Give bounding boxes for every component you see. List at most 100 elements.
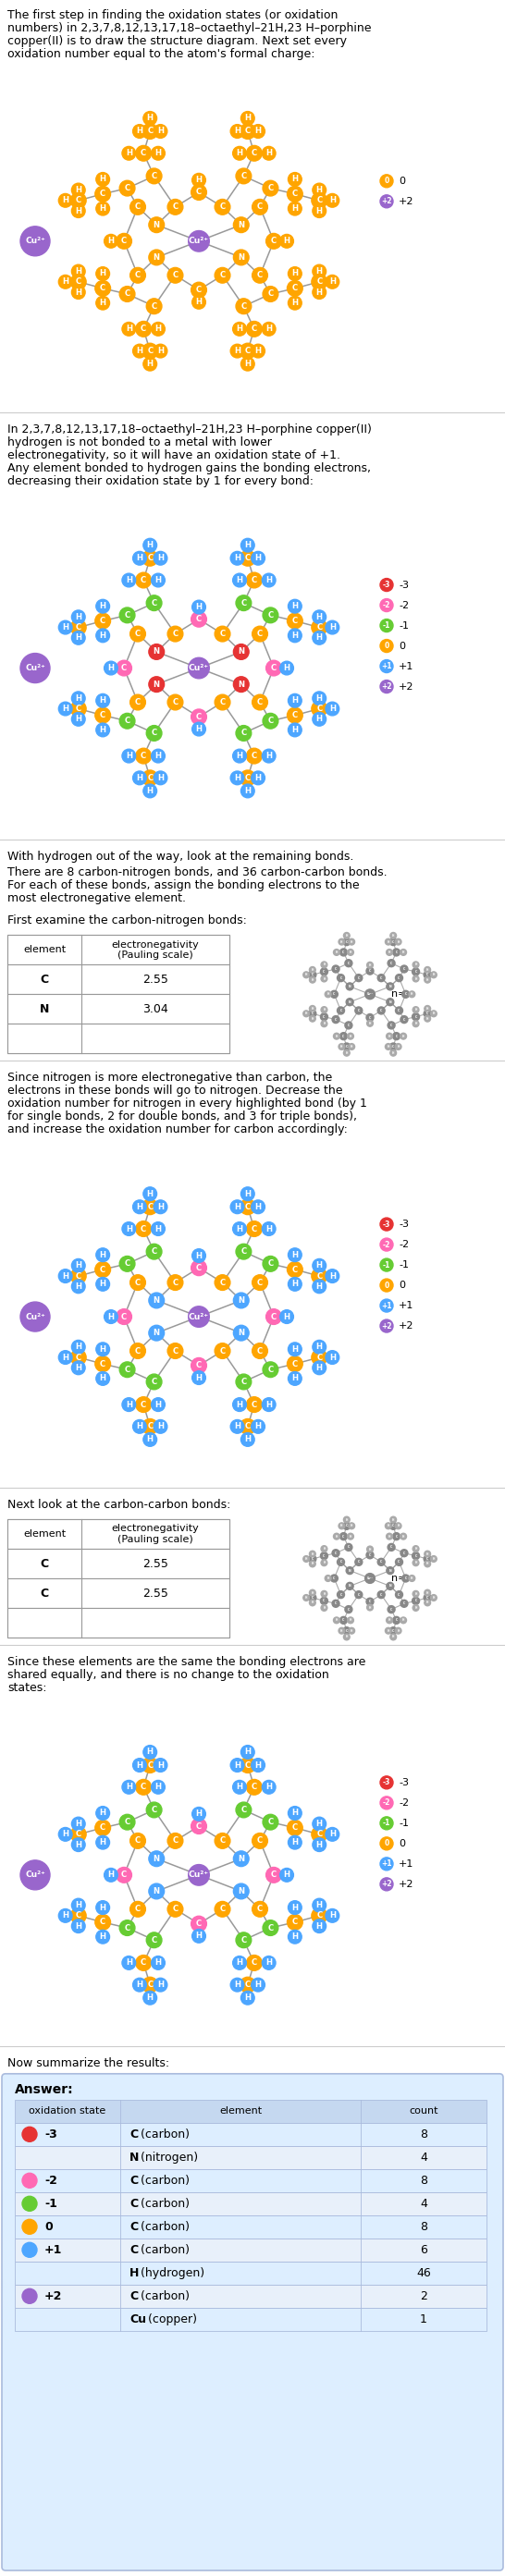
Circle shape bbox=[340, 1618, 347, 1623]
Bar bbox=[8, 935, 229, 963]
Text: C: C bbox=[220, 270, 225, 278]
Text: C: C bbox=[100, 1824, 106, 1832]
Text: C: C bbox=[347, 1546, 349, 1548]
Circle shape bbox=[95, 708, 111, 724]
Text: H: H bbox=[312, 1592, 314, 1595]
Circle shape bbox=[310, 1015, 316, 1023]
Text: H: H bbox=[350, 1525, 352, 1528]
Text: H: H bbox=[402, 1618, 405, 1623]
Circle shape bbox=[412, 969, 420, 976]
Text: (carbon): (carbon) bbox=[137, 2197, 189, 2210]
Text: (carbon): (carbon) bbox=[137, 2244, 189, 2257]
Text: H: H bbox=[75, 1283, 82, 1291]
Circle shape bbox=[72, 1919, 85, 1932]
Text: H: H bbox=[316, 206, 323, 214]
Circle shape bbox=[233, 216, 249, 232]
Circle shape bbox=[262, 750, 276, 762]
Circle shape bbox=[149, 677, 164, 693]
Text: H: H bbox=[387, 1046, 389, 1048]
Text: C: C bbox=[76, 1273, 81, 1280]
Text: C: C bbox=[196, 616, 201, 623]
Circle shape bbox=[236, 1373, 251, 1388]
Circle shape bbox=[424, 1595, 431, 1602]
Circle shape bbox=[152, 1399, 165, 1412]
Text: H: H bbox=[244, 786, 251, 796]
Text: C: C bbox=[369, 1600, 371, 1602]
Text: C: C bbox=[129, 2244, 138, 2257]
Text: H: H bbox=[266, 752, 272, 760]
Circle shape bbox=[120, 1814, 135, 1829]
Text: C: C bbox=[323, 1553, 325, 1558]
Text: C: C bbox=[124, 1819, 130, 1826]
Circle shape bbox=[321, 961, 327, 969]
Circle shape bbox=[246, 1396, 262, 1412]
Circle shape bbox=[133, 1419, 146, 1432]
Circle shape bbox=[367, 1605, 373, 1610]
Text: -1: -1 bbox=[44, 2197, 57, 2210]
Text: numbers) in 2,3,7,8,12,13,17,18–octaethyl–21H,23 H–porphine: numbers) in 2,3,7,8,12,13,17,18–octaethy… bbox=[8, 23, 371, 33]
Bar bbox=[8, 935, 229, 1054]
Text: H: H bbox=[99, 270, 106, 278]
Text: C: C bbox=[135, 629, 141, 639]
Text: C: C bbox=[292, 283, 298, 294]
Text: C: C bbox=[403, 1602, 405, 1605]
Text: N: N bbox=[238, 1888, 244, 1896]
Text: H: H bbox=[234, 1422, 240, 1430]
Text: C: C bbox=[380, 1010, 382, 1012]
Circle shape bbox=[230, 1978, 244, 1991]
Text: H: H bbox=[155, 149, 162, 157]
Text: H: H bbox=[411, 1577, 413, 1579]
Text: H: H bbox=[392, 1517, 394, 1522]
Text: H: H bbox=[129, 2267, 139, 2280]
Text: (copper): (copper) bbox=[144, 2313, 197, 2326]
Circle shape bbox=[380, 1816, 393, 1829]
Text: +2: +2 bbox=[398, 1321, 414, 1332]
Circle shape bbox=[355, 1007, 363, 1015]
Circle shape bbox=[366, 1551, 374, 1558]
Circle shape bbox=[120, 608, 135, 623]
Circle shape bbox=[288, 1342, 301, 1355]
Text: C: C bbox=[135, 1906, 141, 1914]
Circle shape bbox=[136, 1396, 151, 1412]
Circle shape bbox=[380, 680, 393, 693]
Circle shape bbox=[252, 696, 268, 711]
Circle shape bbox=[385, 1628, 391, 1633]
Circle shape bbox=[262, 1399, 276, 1412]
Circle shape bbox=[188, 1865, 209, 1886]
Circle shape bbox=[233, 1852, 249, 1868]
Circle shape bbox=[347, 948, 354, 956]
Circle shape bbox=[395, 1522, 401, 1530]
Circle shape bbox=[149, 1293, 164, 1309]
Circle shape bbox=[343, 1633, 350, 1641]
Text: C: C bbox=[415, 971, 417, 974]
Circle shape bbox=[424, 971, 431, 979]
Text: C: C bbox=[342, 1036, 344, 1038]
Circle shape bbox=[72, 1280, 85, 1293]
Circle shape bbox=[133, 345, 146, 358]
Circle shape bbox=[400, 1600, 408, 1607]
Text: H: H bbox=[323, 1023, 325, 1025]
Text: electronegativity
(Pauling scale): electronegativity (Pauling scale) bbox=[112, 940, 199, 961]
Circle shape bbox=[332, 1015, 339, 1023]
Circle shape bbox=[313, 1837, 326, 1852]
Circle shape bbox=[136, 1780, 151, 1795]
Text: H: H bbox=[392, 1051, 394, 1054]
Text: H: H bbox=[283, 665, 290, 672]
Text: C: C bbox=[292, 191, 298, 198]
Circle shape bbox=[395, 938, 401, 945]
Circle shape bbox=[142, 1419, 158, 1435]
Text: In 2,3,7,8,12,13,17,18–octaethyl–21H,23 H–porphine copper(II): In 2,3,7,8,12,13,17,18–octaethyl–21H,23 … bbox=[8, 422, 372, 435]
Text: N: N bbox=[389, 1584, 391, 1587]
Text: C: C bbox=[369, 969, 371, 974]
Circle shape bbox=[424, 1561, 431, 1566]
Circle shape bbox=[72, 1816, 85, 1832]
Text: C: C bbox=[323, 1015, 325, 1018]
Text: H: H bbox=[236, 149, 243, 157]
Circle shape bbox=[168, 1342, 183, 1358]
Circle shape bbox=[233, 677, 249, 693]
Text: H: H bbox=[234, 1762, 240, 1770]
Text: H: H bbox=[283, 237, 290, 245]
Circle shape bbox=[380, 175, 393, 188]
Circle shape bbox=[388, 1605, 395, 1613]
Circle shape bbox=[96, 201, 110, 216]
